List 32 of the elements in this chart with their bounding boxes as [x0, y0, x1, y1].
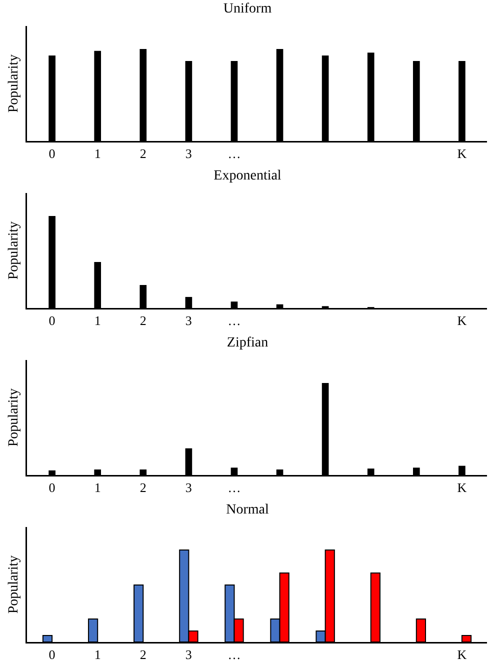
x-tick-label: 3 [185, 146, 192, 162]
x-tick-label: K [457, 480, 468, 496]
chart-title: Zipfian [226, 335, 268, 350]
x-tick-label: 0 [48, 480, 56, 496]
x-tick-label: 0 [48, 313, 56, 328]
y-axis-title: Popularity [6, 54, 22, 113]
y-axis-title: Popularity [6, 555, 22, 614]
chart-title: Exponential [214, 168, 282, 184]
chart-title: Normal [226, 502, 269, 518]
y-axis-title: Popularity [6, 221, 22, 280]
x-tick-label: 2 [140, 146, 146, 162]
x-tick-label: 3 [185, 647, 192, 662]
x-tick-label: … [228, 313, 241, 328]
x-tick-label: 1 [94, 146, 101, 162]
x-tick-label: 0 [48, 647, 56, 662]
x-tick-label: 2 [140, 647, 146, 662]
x-tick-label: K [457, 146, 468, 162]
chart-title: Uniform [223, 1, 272, 16]
x-tick-label: 2 [140, 480, 146, 496]
x-tick-label: 1 [94, 647, 101, 662]
x-tick-label: 3 [185, 313, 192, 328]
x-tick-label: … [228, 146, 241, 162]
y-axis-title: Popularity [6, 388, 22, 447]
x-tick-label: 0 [48, 146, 56, 162]
x-tick-label: 2 [140, 313, 146, 328]
x-tick-label: 1 [94, 480, 101, 496]
x-tick-label: 1 [94, 313, 101, 328]
x-tick-label: … [228, 480, 241, 496]
x-tick-label: … [228, 647, 241, 662]
x-tick-label: 3 [185, 480, 192, 496]
x-tick-label: K [457, 313, 468, 328]
x-tick-label: K [457, 647, 468, 662]
